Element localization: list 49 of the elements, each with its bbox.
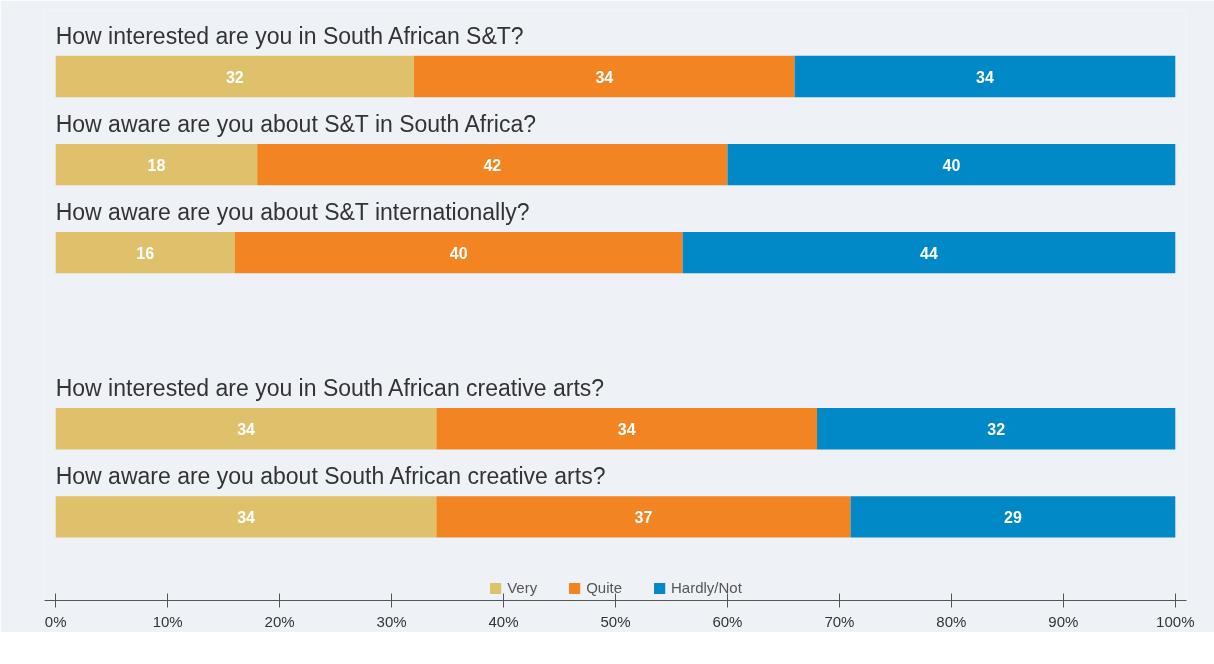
data-label: 18 (147, 156, 166, 174)
x-tick-label: 20% (264, 612, 295, 630)
data-label: 32 (987, 420, 1006, 438)
bar (850, 496, 1176, 538)
legend-label: Very (507, 579, 538, 596)
bar (55, 231, 235, 274)
x-tick-label: 80% (936, 612, 967, 630)
x-tick-label: 70% (824, 612, 855, 630)
y-tick-label: How aware are you about S&T internationally? (55, 198, 530, 225)
data-label: 40 (942, 156, 961, 174)
bar (727, 143, 1176, 186)
data-label: 42 (483, 156, 502, 174)
data-label: 16 (136, 244, 155, 262)
legend-label: Quite (586, 579, 623, 596)
y-tick-label: How interested are you in South African creative arts? (55, 375, 605, 402)
data-label: 34 (237, 508, 256, 526)
x-tick-label: 90% (1048, 612, 1079, 630)
data-label: 32 (225, 68, 244, 86)
data-label: 44 (920, 244, 938, 262)
x-tick-label: 40% (488, 612, 519, 630)
data-label: 34 (237, 420, 256, 438)
bar (55, 143, 258, 186)
data-label: 34 (595, 68, 614, 86)
x-tick-label: 10% (152, 612, 183, 630)
data-label: 40 (449, 244, 468, 262)
x-tick-label: 50% (600, 612, 631, 630)
x-tick-label: 0% (44, 612, 67, 630)
bar (436, 408, 818, 450)
bar (794, 55, 1176, 98)
y-tick-label: How aware are you about S&T in South Africa? (55, 110, 536, 137)
x-tick-label: 100% (1156, 612, 1195, 630)
bar (55, 55, 414, 98)
bar (55, 496, 437, 538)
y-tick-label: How interested are you in South African S&T? (55, 22, 524, 49)
bar (55, 408, 437, 450)
bar (234, 231, 683, 274)
bar (436, 496, 851, 538)
bar (682, 231, 1176, 274)
data-label: 34 (976, 68, 994, 86)
legend-label: Hardly/Not (671, 579, 742, 596)
y-tick-label: How aware are you about South African creative arts? (55, 463, 606, 490)
bar (413, 55, 795, 98)
bar (817, 408, 1176, 450)
x-tick-label: 30% (376, 612, 407, 630)
data-label: 37 (634, 508, 653, 526)
data-label: 34 (617, 420, 636, 438)
x-tick-label: 60% (712, 612, 743, 630)
bar (257, 143, 728, 186)
data-label: 29 (1004, 508, 1022, 526)
